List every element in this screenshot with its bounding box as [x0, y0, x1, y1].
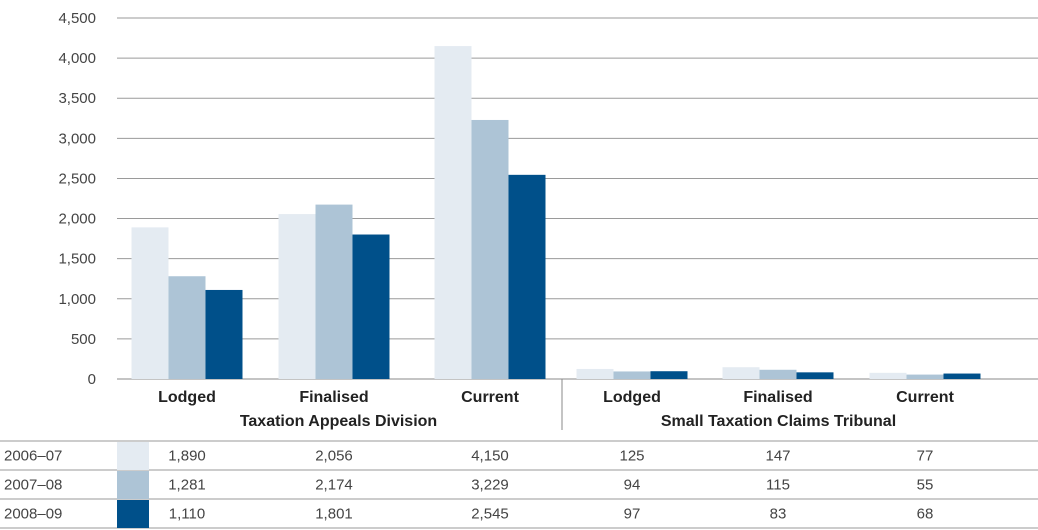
table-cell: 1,281: [168, 477, 206, 494]
table-cell: 4,150: [471, 448, 509, 465]
y-tick-label: 3,000: [58, 130, 96, 147]
bar: [796, 372, 834, 379]
group-label: Taxation Appeals Division: [240, 413, 437, 430]
legend-swatch: [117, 500, 149, 528]
y-tick-label: 500: [71, 331, 96, 348]
table-cell: 77: [917, 448, 934, 465]
gridlines: [117, 17, 1038, 380]
table-cell: 2,056: [315, 448, 353, 465]
x-category-label: Finalised: [299, 389, 368, 406]
legend-swatch: [117, 442, 149, 470]
table-cell: 55: [917, 477, 934, 494]
y-tick-label: 1,500: [58, 251, 96, 268]
bar: [759, 369, 797, 379]
bar: [131, 227, 169, 379]
x-category-label: Finalised: [743, 389, 812, 406]
bar: [205, 289, 243, 379]
table-cell: 1,801: [315, 506, 353, 523]
bar: [722, 367, 760, 379]
bar: [315, 204, 353, 379]
bar: [650, 371, 688, 379]
bars: [131, 46, 981, 379]
x-category-label: Lodged: [603, 389, 661, 406]
group-label: Small Taxation Claims Tribunal: [661, 413, 896, 430]
y-tick-label: 0: [88, 371, 96, 388]
table-cell: 1,890: [168, 448, 206, 465]
bar: [943, 373, 981, 379]
x-category-label: Current: [461, 389, 519, 406]
table-cell: 97: [624, 506, 641, 523]
table-cell: 2,545: [471, 506, 509, 523]
table-cell: 115: [766, 477, 790, 494]
table-row-label: 2008–09: [4, 506, 62, 523]
bar: [471, 119, 509, 379]
bar: [508, 174, 546, 379]
x-category-label: Current: [896, 389, 954, 406]
table-cell: 83: [770, 506, 787, 523]
bar: [869, 372, 907, 379]
bar: [352, 234, 390, 379]
legend-swatch: [117, 471, 149, 499]
bar: [613, 371, 651, 379]
y-tick-label: 4,500: [58, 10, 96, 27]
bar: [434, 46, 472, 379]
y-tick-label: 3,500: [58, 90, 96, 107]
table-cell: 147: [765, 448, 790, 465]
table-row-label: 2006–07: [4, 448, 62, 465]
table-cell: 2,174: [315, 477, 353, 494]
bar: [576, 368, 614, 379]
y-tick-label: 4,000: [58, 50, 96, 67]
table-cell: 94: [624, 477, 641, 494]
table-cell: 3,229: [471, 477, 509, 494]
bar: [906, 374, 944, 379]
y-tick-label: 1,000: [58, 291, 96, 308]
table-row-label: 2007–08: [4, 477, 62, 494]
data-table: 2006–07 1,890 2,056 4,150 125 147 77 2007–08 1,2…: [0, 440, 1038, 529]
y-tick-label: 2,000: [58, 211, 96, 228]
x-category-label: Lodged: [158, 389, 216, 406]
table-cell: 125: [619, 448, 644, 465]
bar: [278, 214, 316, 379]
table-cell: 1,110: [169, 506, 205, 523]
bar: [168, 276, 206, 379]
y-tick-label: 2,500: [58, 170, 96, 187]
axes: 0 500 1,000 1,500 2,000 2,500 3,000 3,500 4,000 4…: [58, 10, 955, 430]
table-cell: 68: [917, 506, 934, 523]
